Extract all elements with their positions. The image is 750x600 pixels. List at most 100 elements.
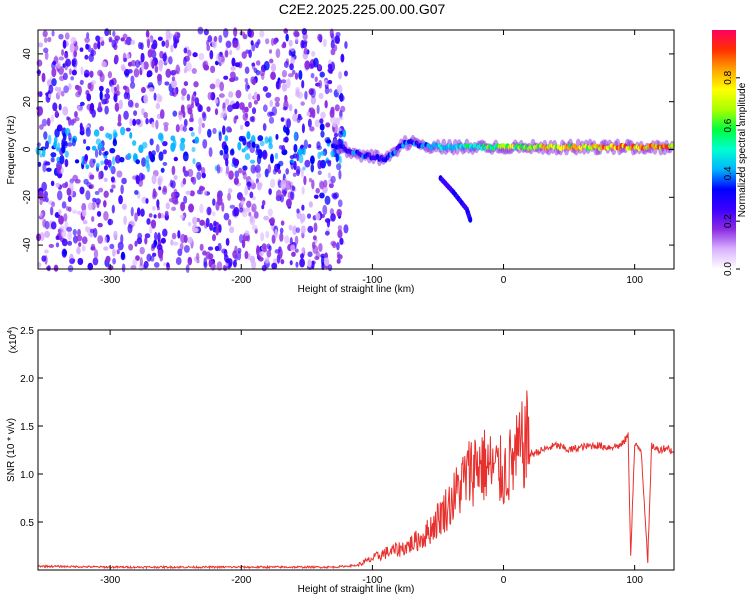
spectrogram-noise-cell	[167, 32, 173, 38]
spectrogram-noise-cell	[268, 188, 272, 195]
spectrogram-noise-cell	[316, 104, 320, 115]
spectrogram-noise-cell	[330, 39, 335, 50]
spectrogram-noise-cell	[153, 262, 160, 268]
spectrogram-noise-cell	[303, 139, 309, 150]
spectrogram-noise-cell	[132, 118, 137, 127]
spectrogram-noise-cell	[156, 93, 162, 103]
spectrogram-noise-cell	[68, 68, 72, 75]
spectrogram-noise-cell	[267, 208, 273, 217]
spectrogram-noise-cell	[198, 104, 203, 113]
spectrogram-noise-cell	[269, 49, 273, 54]
x-tick-label: 0	[501, 575, 507, 586]
spectrogram-noise-cell	[189, 190, 195, 197]
spectrogram-noise-cell	[324, 257, 330, 267]
spectrogram-noise-cell	[218, 93, 225, 98]
spectrogram-noise-cell	[159, 109, 165, 120]
spectrogram-noise-cell	[171, 165, 176, 176]
spectrogram-noise-cell	[120, 126, 126, 136]
spectrogram-noise-cell	[266, 249, 272, 258]
spectrogram-noise-cell	[187, 221, 192, 227]
spectrogram-noise-cell	[257, 135, 264, 142]
spectrogram-noise-cell	[210, 65, 216, 74]
spectrogram-noise-cell	[50, 152, 57, 158]
spectrogram-noise-cell	[151, 252, 157, 257]
spectrogram-noise-cell	[89, 228, 95, 234]
spectrogram-noise-cell	[237, 141, 242, 151]
spectrogram-noise-cell	[223, 144, 229, 155]
spectrogram-noise-cell	[157, 232, 161, 242]
spectrogram-noise-cell	[212, 211, 216, 217]
colorbar: 0.0 0.2 0.4 0.6 0.8 Normalized spectral ampl…	[712, 30, 748, 276]
spectrogram-noise-cell	[301, 186, 305, 195]
spectrogram-noise-cell	[215, 227, 219, 236]
spectrogram-noise-cell	[221, 108, 227, 118]
spectrogram-noise-cell	[228, 127, 232, 133]
spectrogram-noise-cell	[127, 69, 133, 74]
spectrogram-noise-cell	[58, 103, 62, 111]
spectrogram-noise-cell	[307, 143, 312, 149]
spectrogram-noise-cell	[85, 43, 90, 50]
spectrogram-noise-cell	[311, 260, 315, 270]
spectrogram-noise-cell	[261, 200, 266, 206]
spectrogram-noise-cell	[120, 234, 124, 244]
spectrogram-noise-cell	[135, 118, 141, 125]
spectrogram-noise-cell	[282, 41, 287, 48]
spectrogram-noise-cell	[162, 53, 167, 62]
spectrogram-noise-cell	[41, 118, 48, 127]
spectrogram-noise-cell	[77, 228, 81, 237]
spectrogram-noise-cell	[56, 164, 61, 175]
spectrogram-noise-cell	[45, 140, 49, 150]
spectrogram-noise-cell	[139, 257, 143, 267]
spectrogram-noise-cell	[116, 90, 121, 96]
spectrogram-noise-cell	[61, 183, 68, 189]
y-tick-label: 2.5	[20, 326, 34, 337]
spectrogram-noise-cell	[251, 107, 257, 115]
spectrogram-noise-cell	[289, 63, 294, 71]
spectrogram-noise-cell	[179, 141, 186, 152]
spectrogram-noise-cell	[300, 225, 306, 234]
spectrogram-noise-cell	[98, 171, 102, 180]
spectrogram-noise-cell	[309, 126, 315, 132]
spectrogram-noise-cell	[207, 128, 212, 138]
spectrogram-noise-cell	[66, 187, 72, 196]
spectrogram-noise-cell	[39, 212, 43, 218]
spectrogram-noise-cell	[336, 208, 342, 217]
spectrogram-noise-cell	[208, 147, 213, 158]
y-tick-label: 20	[22, 96, 33, 108]
spectrogram-noise-cell	[330, 213, 336, 222]
spectrogram-noise-cell	[105, 132, 110, 139]
spectrogram-noise-cell	[186, 61, 192, 72]
spectrogram-noise-cell	[190, 176, 195, 183]
spectrogram-noise-cell	[162, 161, 168, 166]
spectrogram-noise-cell	[81, 209, 87, 217]
spectrogram-noise-cell	[265, 92, 272, 99]
spectrogram-noise-cell	[103, 236, 108, 244]
spectrogram-noise-cell	[301, 123, 305, 134]
spectrogram-noise-cell	[239, 233, 244, 244]
spectrogram-noise-cell	[279, 227, 284, 234]
spectrogram-noise-cell	[185, 190, 191, 195]
y-tick-label: 0	[22, 146, 33, 152]
spectrogram-noise-cell	[91, 145, 97, 151]
y-tick-label: 2.0	[20, 374, 34, 385]
spectrogram-noise-cell	[118, 195, 123, 205]
spectrogram-noise-cell	[307, 118, 312, 128]
spectrogram-noise-cell	[297, 91, 303, 99]
spectrogram-noise-cell	[81, 245, 86, 252]
spectrogram-noise-cell	[135, 175, 140, 185]
spectrogram-noise-cell	[279, 232, 284, 242]
spectrogram-noise-cell	[50, 180, 55, 187]
spectrogram-noise-cell	[284, 136, 289, 143]
spectrogram-noise-cell	[41, 181, 48, 192]
spectrogram-noise-cell	[241, 169, 247, 176]
spectrogram-noise-cell	[41, 147, 46, 158]
spectrogram-noise-cell	[187, 256, 193, 266]
spectrogram-noise-cell	[109, 147, 116, 154]
spectrogram-noise-cell	[116, 170, 123, 178]
spectrogram-noise-cell	[145, 155, 150, 164]
spectrogram-noise-cell	[123, 110, 129, 120]
spectrogram-noise-cell	[58, 33, 64, 40]
spectrogram-noise-cell	[43, 131, 48, 140]
spectrogram-noise-cell	[281, 79, 287, 84]
spectrogram-noise-cell	[92, 158, 96, 164]
